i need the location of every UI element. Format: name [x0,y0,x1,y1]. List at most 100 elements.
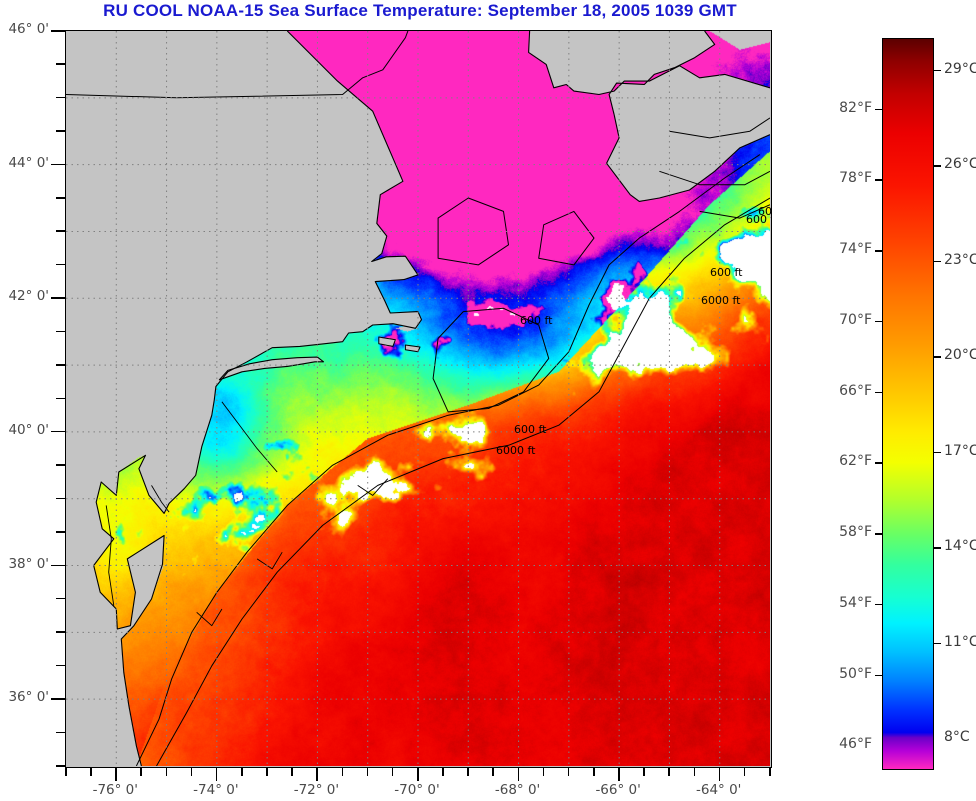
lon-minor-tick [567,767,570,776]
lat-minor-tick [56,330,65,333]
lat-minor-tick [56,531,65,533]
lon-axis-label: -76° 0' [92,782,138,798]
lon-major-tick [215,767,218,781]
lon-major-tick [115,767,117,781]
lat-minor-tick [56,631,65,633]
colorbar-celsius-label: 14°C [944,538,976,555]
lat-axis-label: 40° 0' [8,421,49,438]
lat-minor-tick [56,731,65,734]
colorbar-fahrenheit-label: 50°F [839,665,872,682]
lon-major-tick [517,767,520,781]
lat-minor-tick [56,63,65,65]
lat-axis-label: 36° 0' [8,689,49,706]
lon-minor-tick [341,767,344,776]
lon-minor-tick [190,767,193,776]
coastline-layer [66,31,770,766]
lat-minor-tick [56,464,65,466]
lon-axis-label: -64° 0' [696,782,742,798]
lon-minor-tick [366,767,369,776]
colorbar-tick-fahrenheit [875,108,882,111]
lon-axis-label: -70° 0' [394,782,440,798]
lon-minor-tick [467,767,469,776]
lat-axis-label: 44° 0' [8,154,49,171]
colorbar-tick-celsius [934,356,941,358]
colorbar-tick-fahrenheit [875,320,882,323]
colorbar-celsius-label: 11°C [944,633,976,650]
lon-minor-tick [65,767,67,776]
lat-major-tick [51,430,65,433]
colorbar-tick-celsius [934,547,941,549]
lon-minor-tick [769,767,771,776]
lon-minor-tick [593,767,595,776]
colorbar-tick-fahrenheit [875,391,882,394]
colorbar-tick-celsius [934,451,941,454]
lat-major-tick [51,564,65,567]
colorbar-tick-celsius [934,642,941,645]
colorbar-celsius-label: 20°C [944,347,976,364]
temperature-colorbar[interactable] [882,38,934,770]
lat-minor-tick [56,497,65,500]
lon-major-tick [618,767,620,781]
lon-minor-tick [391,767,394,776]
lat-minor-tick [56,597,65,600]
colorbar-fahrenheit-label: 66°F [839,382,872,399]
lon-minor-tick [241,767,243,776]
lat-major-tick [51,297,65,299]
lon-axis-label: -68° 0' [494,782,541,798]
lat-minor-tick [56,230,65,232]
lon-axis-label: -74° 0' [193,782,239,798]
colorbar-tick-celsius [934,165,941,167]
lat-minor-tick [56,96,65,99]
lon-minor-tick [442,767,444,776]
lat-minor-tick [56,397,65,399]
lat-major-tick [51,163,65,166]
lat-axis-label: 38° 0' [8,555,49,572]
lon-minor-tick [492,767,494,776]
lat-minor-tick [56,197,65,199]
lon-minor-tick [291,767,293,776]
colorbar-celsius-label: 29°C [944,60,976,77]
lon-minor-tick [668,767,670,776]
colorbar-gradient [883,39,933,769]
lon-axis-label: -66° 0' [595,782,641,798]
lon-major-tick [718,767,721,781]
lon-minor-tick [542,767,545,776]
lat-minor-tick [56,765,65,767]
lon-minor-tick [266,767,268,776]
colorbar-fahrenheit-label: 74°F [839,241,872,258]
colorbar-tick-fahrenheit [875,603,882,606]
lon-minor-tick [140,767,142,776]
colorbar-celsius-label: 23°C [944,251,976,268]
colorbar-fahrenheit-label: 58°F [839,524,872,541]
colorbar-tick-fahrenheit [875,250,882,252]
colorbar-fahrenheit-label: 82°F [839,99,872,116]
colorbar-fahrenheit-label: 46°F [839,736,872,753]
colorbar-fahrenheit-label: 78°F [839,170,872,187]
lat-minor-tick [56,364,65,366]
lon-minor-tick [693,767,696,776]
colorbar-tick-fahrenheit [875,533,882,535]
colorbar-tick-fahrenheit [875,179,882,181]
lat-minor-tick [56,664,65,667]
lon-minor-tick [743,767,746,776]
colorbar-tick-fahrenheit [875,462,882,464]
lon-axis-label: -72° 0' [293,782,340,798]
colorbar-fahrenheit-label: 70°F [839,311,872,328]
colorbar-tick-fahrenheit [875,674,882,677]
colorbar-celsius-label: 17°C [944,442,976,459]
lat-minor-tick [56,130,65,132]
lon-minor-tick [165,767,168,776]
colorbar-fahrenheit-label: 54°F [839,594,872,611]
colorbar-tick-celsius [934,260,941,263]
colorbar-celsius-label: 26°C [944,156,976,173]
lat-axis-label: 42° 0' [8,288,49,305]
colorbar-tick-celsius [934,69,941,72]
lat-minor-tick [56,263,65,266]
lat-major-tick [51,698,65,700]
lon-minor-tick [643,767,645,776]
colorbar-celsius-label: 8°C [944,729,970,746]
page-title: RU COOL NOAA-15 Sea Surface Temperature:… [103,1,737,20]
lon-major-tick [417,767,419,781]
lat-axis-label: 46° 0' [8,21,49,37]
